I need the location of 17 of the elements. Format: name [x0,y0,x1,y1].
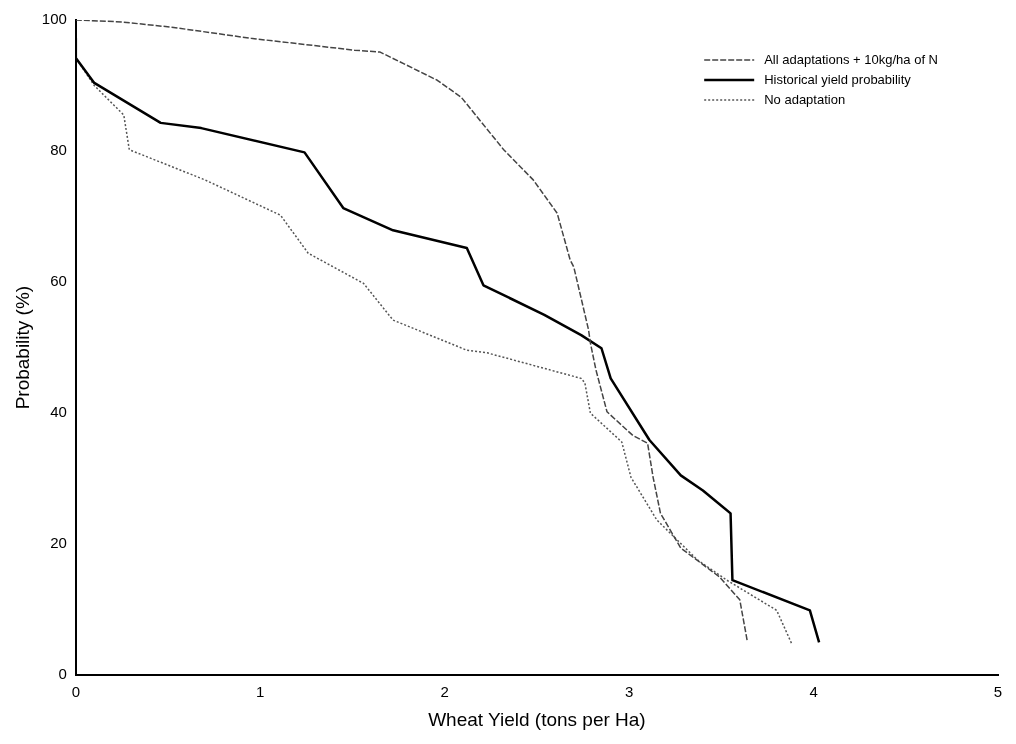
legend-label: Historical yield probability [764,71,912,87]
y-tick-label: 20 [50,534,67,552]
x-tick-label: 2 [440,683,449,701]
x-tick-label: 0 [71,683,80,701]
x-tick-label: 1 [256,683,265,701]
y-tick-label: 0 [58,665,67,683]
y-tick-label: 40 [50,403,67,421]
legend-label: No adaptation [764,91,846,107]
x-tick-label: 5 [993,683,1003,701]
y-tick-label: 80 [50,141,67,159]
legend-label: All adaptations + 10kg/ha of N [764,51,938,67]
x-tick-label: 3 [624,683,634,701]
y-tick-label: 100 [41,10,67,28]
y-axis-title: Probability (%) [11,285,33,410]
y-tick-label: 60 [50,272,67,290]
x-axis-title: Wheat Yield (tons per Ha) [428,708,646,730]
x-tick-label: 4 [809,683,818,701]
